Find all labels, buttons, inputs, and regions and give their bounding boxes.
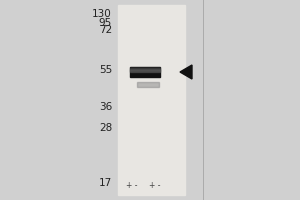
- Bar: [137, 82, 159, 86]
- Polygon shape: [180, 65, 192, 79]
- Text: 95: 95: [99, 18, 112, 28]
- Bar: [130, 68, 160, 70]
- Text: + -: + -: [149, 180, 161, 190]
- Text: 55: 55: [99, 65, 112, 75]
- Bar: [130, 69, 160, 71]
- Bar: [130, 67, 160, 68]
- Text: 17: 17: [99, 178, 112, 188]
- Text: 28: 28: [99, 123, 112, 133]
- Text: 72: 72: [99, 25, 112, 35]
- Bar: [130, 67, 160, 77]
- Text: + -: + -: [126, 180, 138, 190]
- Text: 36: 36: [99, 102, 112, 112]
- Bar: [118, 5, 185, 195]
- Text: 130: 130: [92, 9, 112, 19]
- Bar: [130, 70, 160, 72]
